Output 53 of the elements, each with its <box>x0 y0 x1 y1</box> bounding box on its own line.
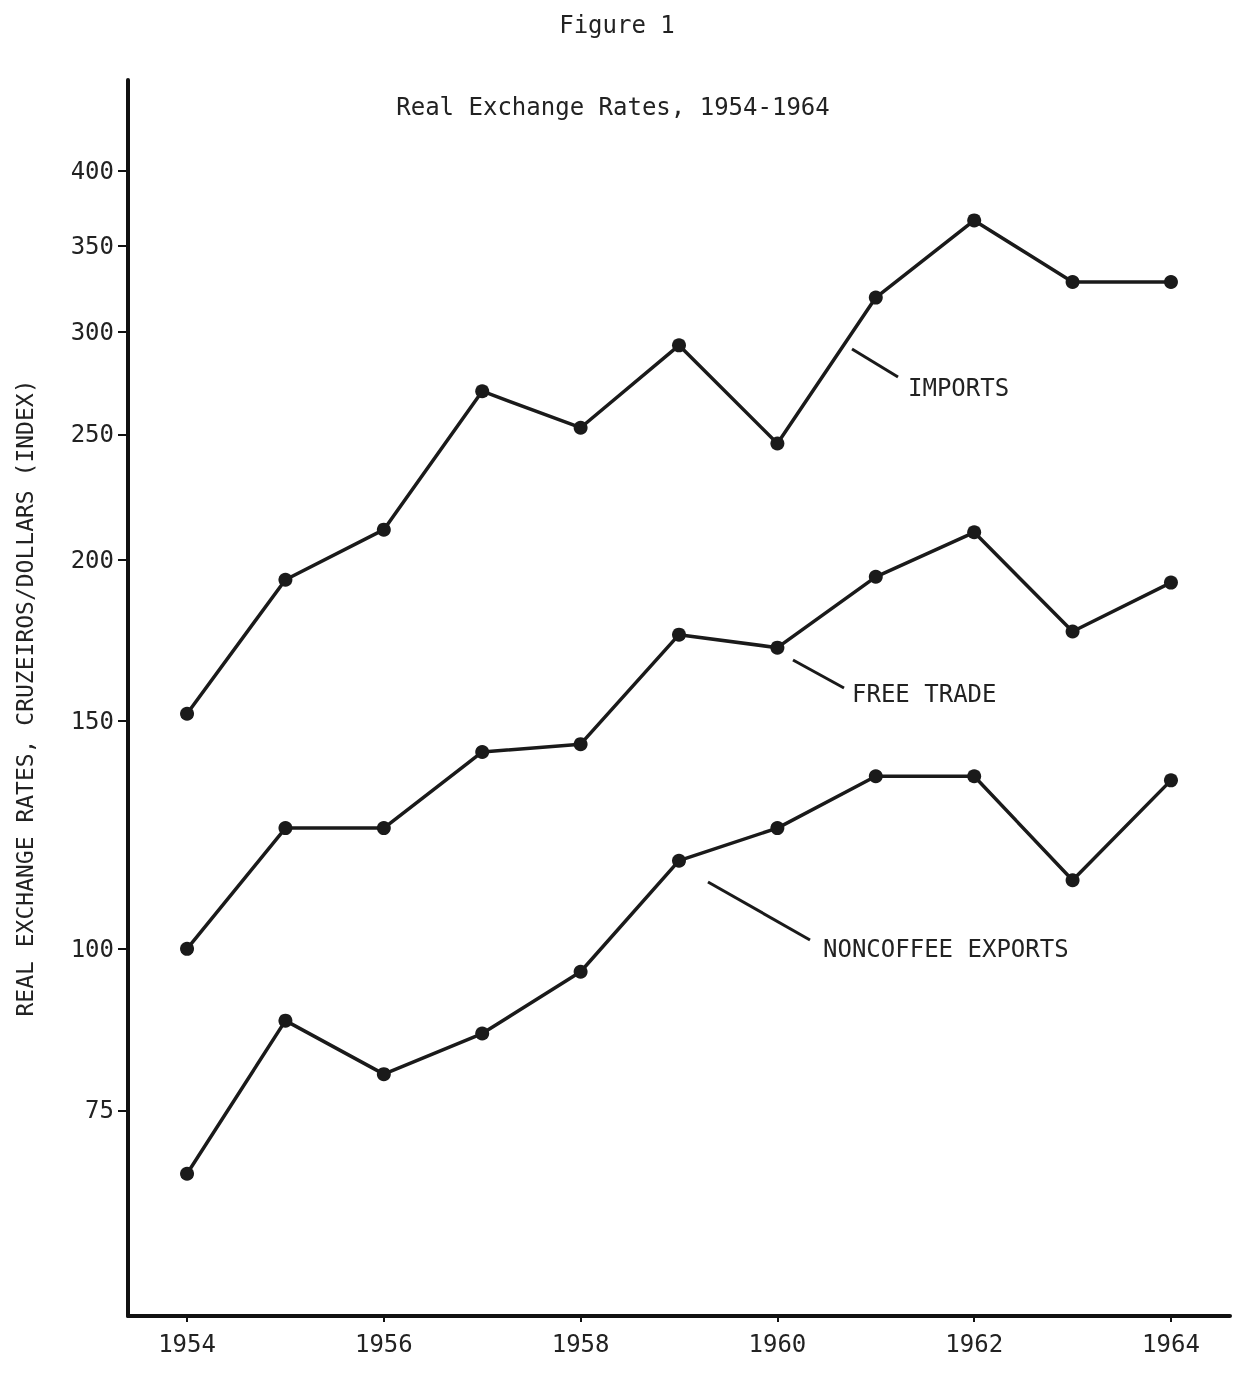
point <box>1163 274 1178 289</box>
point <box>1065 624 1080 639</box>
point <box>278 572 293 587</box>
series-label: NONCOFFEE EXPORTS <box>823 935 1069 963</box>
point <box>376 821 391 836</box>
text: FREE TRADE <box>852 680 997 708</box>
point <box>672 338 686 353</box>
x-tick-label: 1964 <box>1142 1330 1200 1358</box>
point <box>475 744 490 759</box>
point <box>180 941 195 956</box>
point <box>1163 773 1178 788</box>
point <box>1065 873 1080 888</box>
point <box>376 522 391 537</box>
x-tick-label: 1958 <box>551 1330 610 1358</box>
point <box>672 627 686 642</box>
text: Real Exchange Rates, 1954-1964 <box>396 93 830 121</box>
point <box>475 384 490 399</box>
y-tick-label: 300 <box>70 318 114 347</box>
x-tick-label: 1960 <box>748 1330 807 1358</box>
point <box>278 821 293 836</box>
point <box>180 706 195 721</box>
point <box>1163 575 1178 590</box>
chart-title: Figure 1 <box>559 11 675 39</box>
y-tick-label: 200 <box>70 545 114 574</box>
y-axis-title: REAL EXCHANGE RATES, CRUZEIROS/DOLLARS (INDEX) <box>11 379 38 1017</box>
y-tick-label: 100 <box>70 934 114 963</box>
point <box>573 964 588 979</box>
point <box>967 213 982 228</box>
y-tick-label: 250 <box>70 420 114 449</box>
x-tick-label: 1956 <box>354 1330 413 1358</box>
point <box>868 290 883 305</box>
point <box>376 1067 391 1082</box>
point <box>770 821 785 836</box>
x-tick-label: 1954 <box>158 1330 216 1358</box>
point <box>868 569 883 584</box>
point <box>672 853 686 868</box>
y-tick-label: 75 <box>85 1096 114 1125</box>
y-tick-label: 400 <box>70 156 114 185</box>
point <box>573 420 588 435</box>
x-tick-label: 1962 <box>945 1330 1004 1358</box>
point <box>967 769 982 784</box>
point <box>475 1026 490 1041</box>
y-tick-label: 150 <box>70 707 114 736</box>
point <box>1065 274 1080 289</box>
point <box>180 1166 195 1181</box>
text: IMPORTS <box>908 374 1010 402</box>
y-tick-label: 350 <box>70 231 114 260</box>
point <box>770 640 785 655</box>
point <box>967 525 982 540</box>
point <box>278 1013 293 1028</box>
point <box>573 737 588 752</box>
point <box>868 769 883 784</box>
point <box>770 436 785 451</box>
